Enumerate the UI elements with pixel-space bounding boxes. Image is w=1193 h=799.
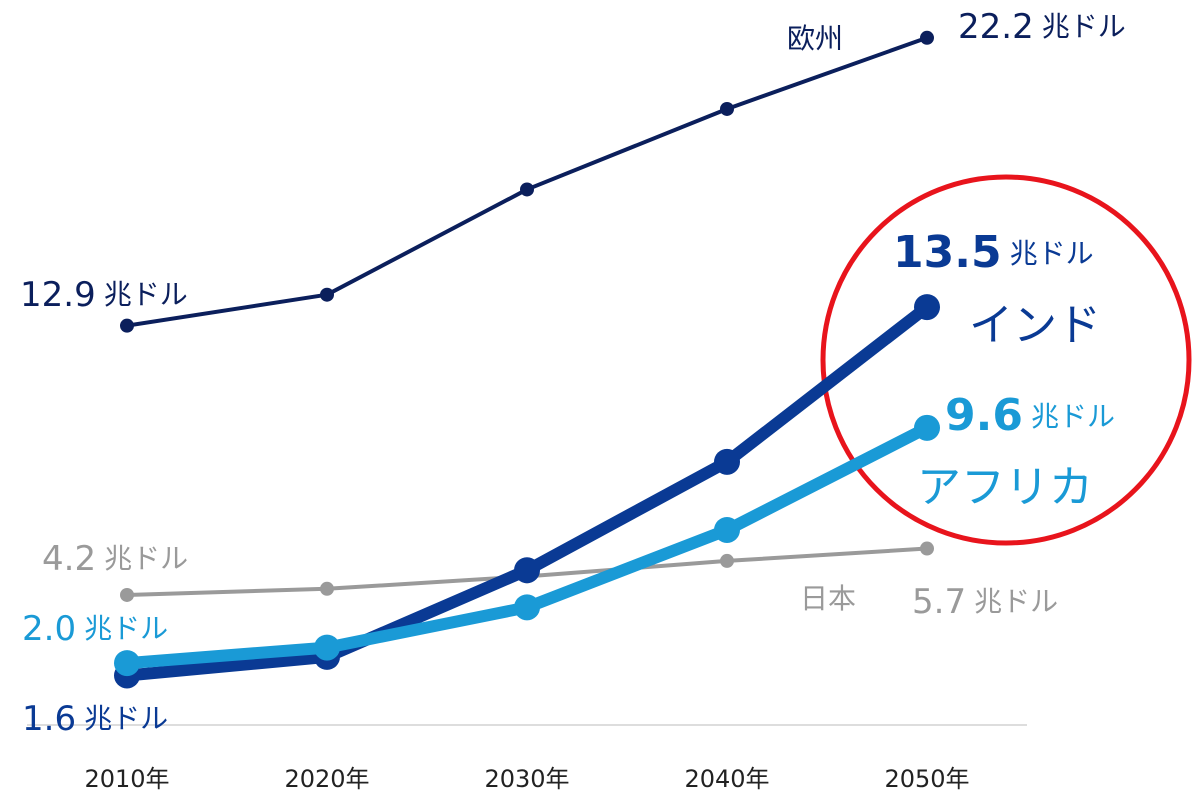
data-point	[920, 541, 934, 556]
value-unit: 兆ドル	[974, 585, 1058, 618]
data-point	[114, 650, 140, 677]
data-point	[914, 294, 940, 321]
series-name: 日本	[800, 582, 856, 615]
value-label: 9.6 兆ドル	[945, 390, 1115, 441]
series-name: インド	[969, 300, 1101, 351]
value-label: 22.2 兆ドル	[958, 7, 1126, 47]
value-number: 12.9	[20, 275, 96, 315]
value-number: 4.2	[42, 539, 96, 579]
data-point	[514, 557, 540, 584]
data-point	[514, 594, 540, 621]
data-point	[320, 581, 334, 596]
x-tick-label: 2030年	[484, 765, 569, 793]
data-point	[714, 448, 740, 475]
data-point	[120, 318, 134, 333]
data-point	[520, 182, 534, 197]
value-label: 5.7 兆ドル	[912, 582, 1058, 622]
data-point	[120, 587, 134, 602]
value-number: 1.6	[22, 699, 76, 739]
value-number: 2.0	[22, 609, 76, 649]
value-unit: 兆ドル	[104, 278, 188, 311]
value-unit: 兆ドル	[84, 702, 168, 735]
value-number: 9.6	[945, 390, 1023, 441]
value-label: 4.2 兆ドル	[42, 539, 188, 579]
value-label: 2.0 兆ドル	[22, 609, 168, 649]
value-label: 1.6 兆ドル	[22, 699, 168, 739]
value-number: 22.2	[958, 7, 1034, 47]
value-unit: 兆ドル	[1031, 400, 1115, 433]
value-label: 13.5 兆ドル	[893, 227, 1094, 278]
series-line	[126, 35, 928, 328]
highlight-circle	[820, 174, 1192, 546]
data-point	[720, 101, 734, 116]
value-number: 13.5	[893, 227, 1002, 278]
data-point	[914, 414, 940, 441]
data-point	[320, 287, 334, 302]
value-unit: 兆ドル	[1010, 237, 1094, 270]
value-unit: 兆ドル	[1042, 10, 1126, 43]
data-point	[720, 553, 734, 568]
data-point	[920, 30, 934, 45]
value-unit: 兆ドル	[84, 612, 168, 645]
data-point	[714, 516, 740, 543]
value-number: 5.7	[912, 582, 966, 622]
series-name: 欧州	[787, 22, 843, 55]
data-point	[314, 634, 340, 661]
series-name: アフリカ	[917, 462, 1093, 513]
series-line	[126, 422, 930, 670]
value-unit: 兆ドル	[104, 542, 188, 575]
x-tick-label: 2040年	[684, 765, 769, 793]
x-tick-label: 2020年	[284, 765, 369, 793]
x-tick-label: 2010年	[84, 765, 169, 793]
x-tick-label: 2050年	[884, 765, 969, 793]
value-label: 12.9 兆ドル	[20, 275, 188, 315]
